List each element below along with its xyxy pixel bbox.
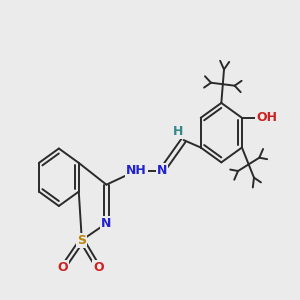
Text: O: O xyxy=(93,261,104,274)
Text: N: N xyxy=(101,217,112,230)
Text: N: N xyxy=(157,164,167,177)
Text: OH: OH xyxy=(256,111,278,124)
Text: H: H xyxy=(172,125,183,138)
Text: NH: NH xyxy=(126,164,146,177)
Text: S: S xyxy=(77,234,86,247)
Text: O: O xyxy=(58,261,68,274)
